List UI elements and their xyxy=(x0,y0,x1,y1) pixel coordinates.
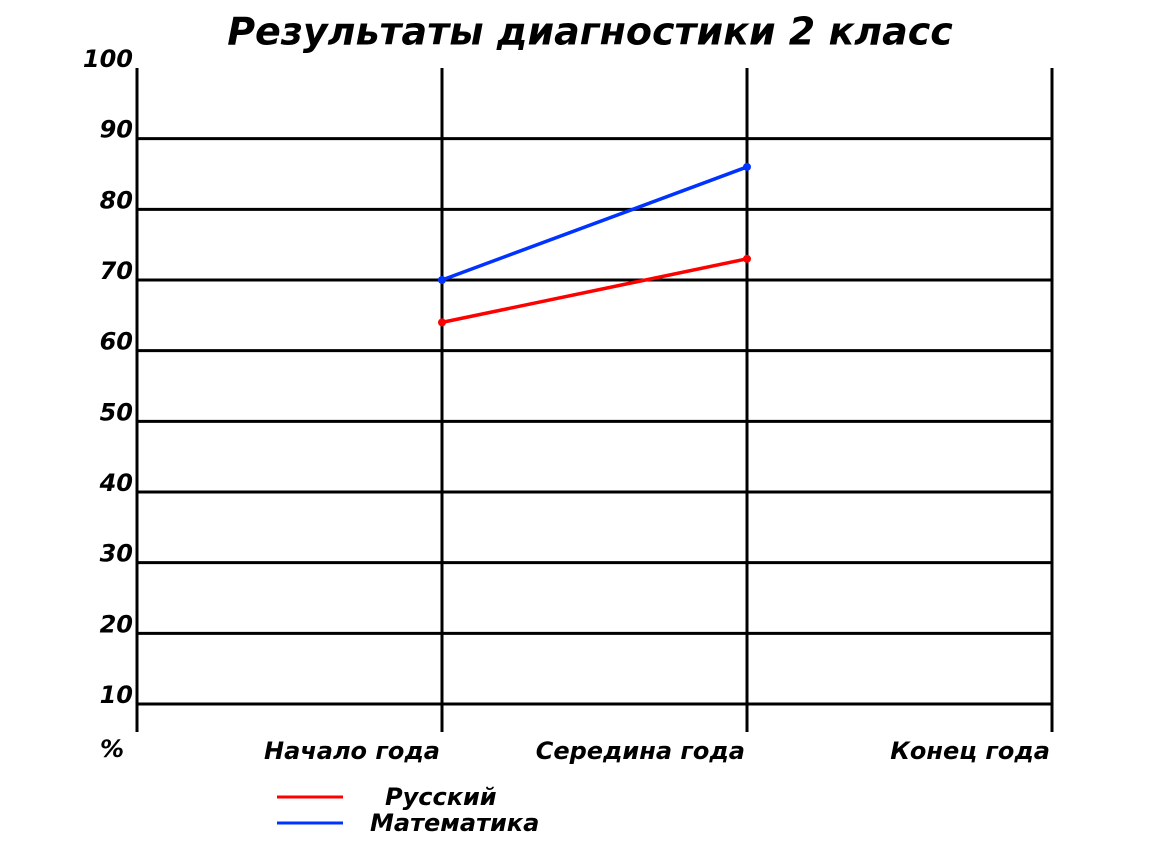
legend-label: Математика xyxy=(370,809,539,837)
y-tick-label: 90 xyxy=(100,116,133,144)
data-point xyxy=(743,162,751,171)
x-tick-label: Начало года xyxy=(264,737,440,765)
data-point xyxy=(438,276,446,284)
chart-title: Результаты диагностики 2 класс xyxy=(227,10,953,54)
y-tick-label: 20 xyxy=(100,610,133,638)
y-tick-label: 50 xyxy=(100,398,133,426)
data-point xyxy=(743,254,751,263)
data-point xyxy=(438,318,446,327)
y-tick-label: 80 xyxy=(100,186,133,214)
series-line xyxy=(441,165,748,282)
y-axis-label: % xyxy=(100,735,124,763)
y-tick-label: 100 xyxy=(83,45,133,73)
x-tick-label: Середина года xyxy=(536,737,745,765)
y-tick-label: 10 xyxy=(100,681,133,709)
x-tick-label: Конец года xyxy=(890,737,1050,765)
legend-label: Русский xyxy=(385,783,497,811)
y-tick-label: 40 xyxy=(99,469,133,497)
y-tick-label: 70 xyxy=(100,257,133,285)
y-tick-label: 30 xyxy=(100,540,133,568)
series-line xyxy=(441,257,748,325)
y-tick-label: 60 xyxy=(100,328,133,356)
